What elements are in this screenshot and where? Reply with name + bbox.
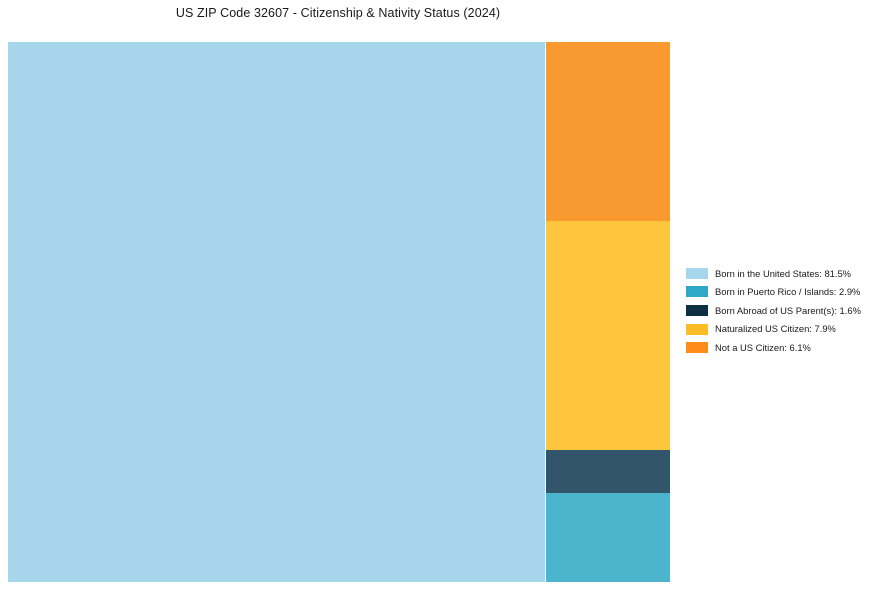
legend-item[interactable]: Born in the United States: 81.5% [686, 264, 882, 283]
legend-swatch [686, 267, 708, 279]
legend-item[interactable]: Born Abroad of US Parent(s): 1.6% [686, 301, 882, 320]
legend-label: Born in the United States: 81.5% [715, 267, 852, 279]
legend-swatch [686, 286, 708, 298]
legend-label: Born Abroad of US Parent(s): 1.6% [715, 304, 861, 316]
legend-item[interactable]: Born in Puerto Rico / Islands: 2.9% [686, 283, 882, 302]
treemap-plot-area [8, 42, 670, 582]
treemap-tile[interactable] [546, 493, 670, 582]
legend-swatch [686, 304, 708, 316]
legend-item[interactable]: Not a US Citizen: 6.1% [686, 338, 882, 357]
treemap-tile[interactable] [546, 42, 670, 221]
treemap-tile[interactable] [8, 42, 545, 582]
legend-label: Naturalized US Citizen: 7.9% [715, 323, 836, 335]
legend-label: Not a US Citizen: 6.1% [715, 341, 811, 353]
legend-item[interactable]: Naturalized US Citizen: 7.9% [686, 320, 882, 339]
treemap-tile[interactable] [546, 221, 670, 450]
legend-label: Born in Puerto Rico / Islands: 2.9% [715, 286, 861, 298]
treemap-tile[interactable] [546, 450, 670, 493]
chart-title: US ZIP Code 32607 - Citizenship & Nativi… [175, 6, 501, 20]
chart-legend: Born in the United States: 81.5% Born in … [686, 264, 882, 357]
legend-swatch [686, 323, 708, 335]
legend-swatch [686, 342, 708, 354]
